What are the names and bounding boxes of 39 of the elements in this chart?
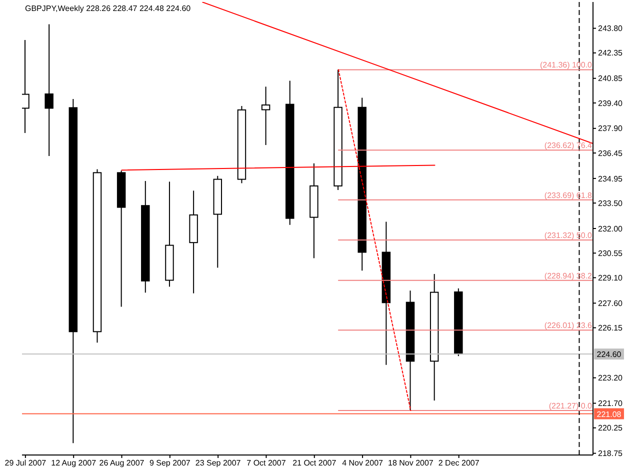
series-label: (231.32) 50.0: [544, 231, 593, 240]
x-tick-label: 7 Oct 2007: [246, 458, 286, 468]
y-tick-label: 226.15: [598, 324, 624, 333]
candlestick: [261, 86, 270, 146]
series-label: (241.36) 100.0: [540, 60, 593, 70]
chart-title: GBPJPY,Weekly 228.26 228.47 224.48 224.60: [25, 4, 191, 13]
y-tick-label: 237.90: [598, 124, 624, 134]
x-tick-label: 26 Aug 2007: [99, 458, 145, 468]
x-tick-label: 12 Aug 2007: [51, 458, 97, 468]
x-tick-label: 9 Sep 2007: [149, 458, 191, 468]
ref-line-label: 221.08: [596, 410, 622, 419]
series-label: (236.62) 76.4: [544, 141, 593, 150]
series-label: (233.69) 61.8: [544, 190, 593, 200]
y-tick-label: 243.80: [598, 24, 624, 34]
y-tick-label: 236.45: [598, 148, 624, 158]
y-tick-label: 240.85: [598, 74, 624, 84]
x-tick-label: 2 Dec 2007: [438, 458, 480, 468]
x-tick-label: 18 Nov 2007: [388, 458, 434, 468]
x-tick-label: 21 Oct 2007: [292, 458, 337, 468]
y-tick-label: 234.95: [598, 174, 624, 184]
y-tick-label: 220.25: [598, 424, 624, 433]
y-tick-label: 239.40: [598, 98, 624, 108]
candlestick: [44, 24, 54, 157]
series-label: (226.01) 23.6: [544, 321, 593, 330]
y-tick-label: 230.55: [598, 248, 624, 258]
y-tick-label: 232.00: [598, 224, 624, 234]
y-tick-label: 233.50: [598, 198, 624, 208]
y-tick-label: 218.75: [598, 449, 624, 458]
y-tick-label: 227.60: [598, 298, 624, 308]
y-tick-label: 242.35: [598, 48, 624, 58]
x-tick-label: 4 Nov 2007: [342, 458, 384, 468]
y-tick-label: 229.10: [598, 274, 624, 283]
y-tick-label: 221.70: [598, 399, 624, 408]
x-tick-label: 29 Jul 2007: [4, 458, 47, 468]
y-tick-label: 223.20: [598, 374, 624, 383]
x-tick-label: 23 Sep 2007: [195, 458, 242, 468]
series-label: (221.27) 0.0: [548, 402, 593, 411]
ref-line-label: 224.60: [596, 350, 622, 360]
candlestick: [22, 40, 30, 134]
